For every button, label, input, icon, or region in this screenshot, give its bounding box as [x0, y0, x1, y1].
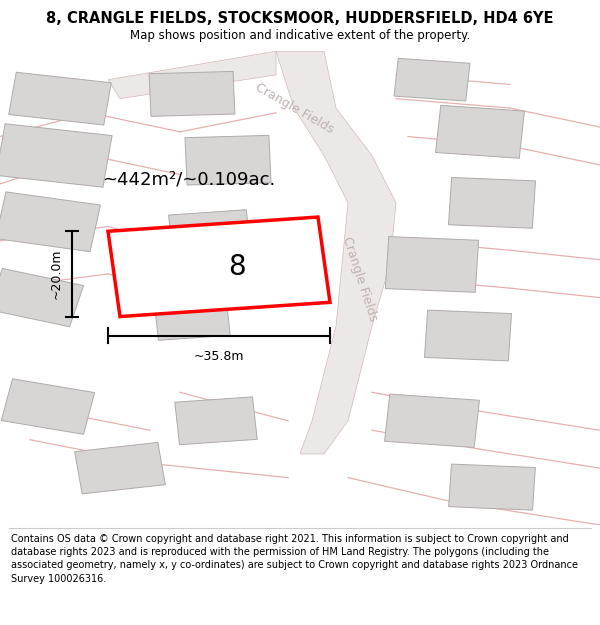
Text: Crangle Fields: Crangle Fields — [253, 81, 335, 136]
Polygon shape — [108, 51, 276, 99]
Polygon shape — [154, 293, 230, 340]
Text: 8, CRANGLE FIELDS, STOCKSMOOR, HUDDERSFIELD, HD4 6YE: 8, CRANGLE FIELDS, STOCKSMOOR, HUDDERSFI… — [46, 11, 554, 26]
Polygon shape — [149, 71, 235, 116]
Text: Contains OS data © Crown copyright and database right 2021. This information is : Contains OS data © Crown copyright and d… — [11, 534, 578, 584]
Polygon shape — [385, 236, 479, 292]
Polygon shape — [175, 397, 257, 445]
Polygon shape — [169, 210, 251, 262]
Polygon shape — [394, 58, 470, 101]
Polygon shape — [74, 442, 166, 494]
Text: ~20.0m: ~20.0m — [50, 249, 63, 299]
Polygon shape — [9, 72, 111, 125]
Polygon shape — [0, 192, 100, 252]
Polygon shape — [436, 105, 524, 158]
Polygon shape — [424, 310, 512, 361]
Text: 8: 8 — [228, 253, 246, 281]
Text: Map shows position and indicative extent of the property.: Map shows position and indicative extent… — [130, 29, 470, 42]
Text: ~442m²/~0.109ac.: ~442m²/~0.109ac. — [102, 170, 275, 188]
Polygon shape — [0, 268, 83, 327]
Polygon shape — [448, 177, 536, 228]
Polygon shape — [0, 124, 112, 188]
Polygon shape — [1, 379, 95, 434]
Text: Crangle Fields: Crangle Fields — [340, 234, 380, 322]
Text: ~35.8m: ~35.8m — [194, 350, 244, 362]
Polygon shape — [449, 464, 535, 510]
Polygon shape — [185, 136, 271, 185]
Polygon shape — [385, 394, 479, 448]
Polygon shape — [108, 217, 330, 316]
Polygon shape — [276, 51, 396, 454]
